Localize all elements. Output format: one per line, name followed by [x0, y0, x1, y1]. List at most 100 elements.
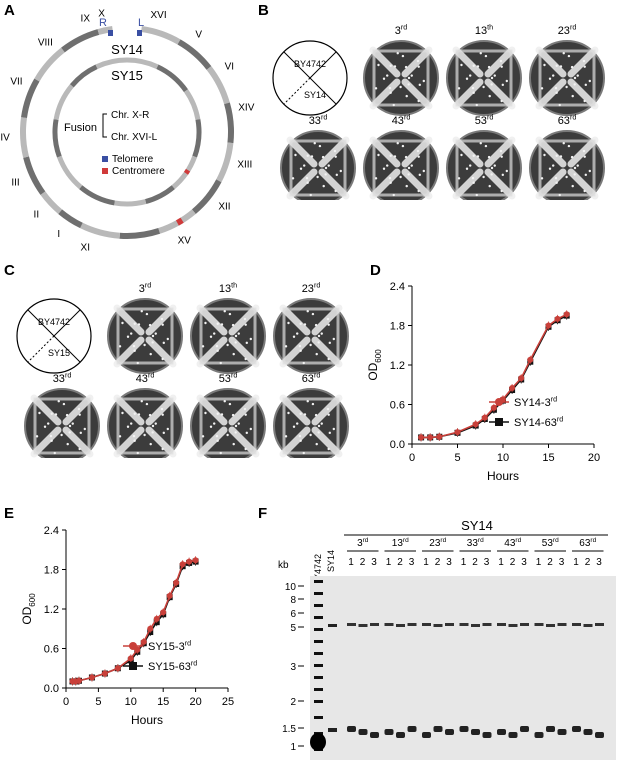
colony — [471, 86, 475, 90]
colony — [460, 153, 463, 157]
colony — [471, 176, 475, 180]
data-point — [147, 625, 154, 632]
legend-label: SY15-63rd — [148, 660, 197, 673]
colony — [145, 402, 149, 406]
colony — [306, 310, 309, 313]
colony — [234, 424, 238, 428]
chromosome-label: XV — [178, 236, 192, 247]
blot-group-label: 23rd — [429, 537, 446, 549]
colony — [584, 173, 587, 177]
fusion-label: Fusion — [64, 122, 97, 134]
colony — [77, 407, 81, 411]
colony — [332, 337, 336, 341]
blot-lane-number: 2 — [547, 557, 553, 568]
upper-band — [508, 624, 518, 627]
colony — [314, 413, 318, 417]
streak-lines — [113, 304, 177, 368]
lower-band — [422, 732, 431, 738]
upper-band — [422, 623, 431, 626]
colony — [377, 63, 380, 67]
colony — [417, 65, 420, 68]
streak-lines — [535, 46, 599, 110]
colony — [405, 184, 408, 188]
colony — [543, 153, 546, 157]
colony — [161, 447, 164, 451]
colony — [226, 343, 229, 347]
ladder-band — [314, 628, 323, 631]
colony — [234, 431, 237, 434]
colony — [38, 411, 41, 415]
telomere-mark-l — [137, 30, 142, 36]
colony — [389, 154, 392, 157]
colony — [140, 400, 143, 403]
blot-lane-number: 2 — [397, 557, 403, 568]
y-axis-label: OD600 — [20, 593, 37, 625]
size-marker-label: 3 — [290, 662, 296, 673]
colony — [382, 77, 386, 80]
colony — [68, 424, 72, 428]
chromosome-label: I — [57, 229, 60, 240]
colony — [249, 337, 253, 341]
upper-band — [396, 624, 405, 627]
upper-band — [520, 623, 529, 626]
colony — [232, 442, 235, 446]
data-point — [173, 579, 180, 586]
chromosome-label: II — [34, 210, 40, 221]
ladder-band — [314, 700, 323, 703]
colony — [377, 153, 380, 157]
colony — [316, 175, 319, 179]
outer-ring-segment — [20, 117, 30, 158]
colony — [133, 412, 136, 415]
colony — [576, 74, 579, 77]
inner-ring-segment — [126, 57, 159, 70]
outer-ring-segment — [34, 47, 65, 82]
colony — [62, 402, 66, 406]
generation-label: 63rd — [302, 372, 321, 385]
colony — [558, 103, 561, 107]
outer-chromosome-ring — [20, 26, 234, 239]
colony — [209, 335, 213, 338]
colony — [291, 177, 295, 180]
streak-lines — [113, 394, 177, 458]
streak-border — [199, 307, 257, 365]
data-point — [490, 404, 497, 411]
y-tick-label: 1.2 — [390, 360, 405, 372]
colony — [216, 439, 219, 442]
fusion-item-1: Chr. X-R — [111, 110, 149, 121]
inner-ring-segment — [183, 89, 201, 121]
lower-band — [482, 732, 492, 738]
outer-ring-segment — [140, 26, 181, 45]
generation-label: 13th — [219, 282, 237, 295]
outer-ring-segment — [80, 222, 121, 239]
data-point — [436, 433, 443, 440]
data-point — [114, 665, 121, 672]
colony — [571, 184, 574, 188]
colony — [302, 451, 305, 455]
data-point — [554, 315, 561, 322]
sy14-band — [328, 624, 337, 627]
x-tick-label: 5 — [95, 696, 101, 708]
colony — [78, 413, 81, 416]
colony — [299, 349, 302, 352]
colony — [555, 154, 558, 157]
colony — [299, 322, 302, 325]
blot-lane-number: 1 — [461, 557, 467, 568]
colony — [303, 413, 307, 416]
colony — [309, 343, 312, 347]
colony — [457, 87, 461, 90]
ladder-band — [314, 676, 323, 679]
colony — [558, 193, 561, 197]
data-point — [127, 655, 134, 662]
colony — [500, 189, 503, 193]
colony — [219, 361, 222, 365]
streak-lines — [196, 304, 260, 368]
growth-chart-sy15: 0.0 0.6 1.2 1.8 2.4 0 5 10 15 20 25 Hours OD600 SY15-… — [20, 525, 234, 727]
colony — [332, 427, 336, 431]
colony — [555, 181, 558, 184]
colony — [299, 439, 302, 442]
inner-strain-label: SY15 — [111, 68, 143, 83]
colony — [151, 424, 155, 428]
colony — [231, 413, 235, 417]
data-point — [509, 385, 516, 392]
inner-ring-segment — [144, 185, 175, 204]
